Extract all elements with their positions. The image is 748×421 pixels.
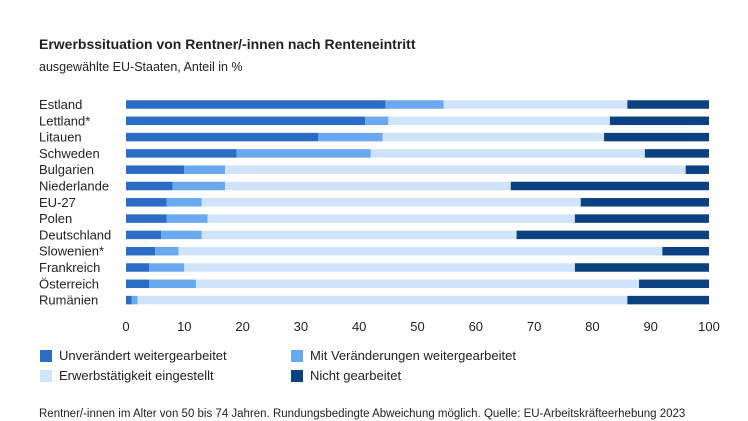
legend-label-unveraendert: Unverändert weitergearbeitet xyxy=(59,348,227,363)
bar-segment-polen-2 xyxy=(166,214,208,223)
bar-segment-estland-1 xyxy=(126,100,386,109)
legend-item-nicht-gearbeitet: Nicht gearbeitet xyxy=(291,368,401,383)
bar-segment-deutschland-2 xyxy=(160,230,202,240)
bar-segment-eu-27-2 xyxy=(166,198,202,207)
bar-segment-bulgarien-4 xyxy=(685,165,709,174)
bar-segment-estland-4 xyxy=(627,100,709,109)
chart-footnote: Rentner/-innen im Alter von 50 bis 74 Ja… xyxy=(39,408,686,420)
legend-swatch-eingestellt xyxy=(40,369,52,382)
bar-segment-niederlande-3 xyxy=(225,181,511,191)
bar-segment-lettland-2 xyxy=(365,116,389,126)
bar-segment-bulgarien-2 xyxy=(184,165,226,174)
x-tick-label-0: 0 xyxy=(122,319,129,334)
bar-segment-österreich-4 xyxy=(639,279,709,289)
x-tick-label-70: 70 xyxy=(527,319,541,334)
bar-segment-rumänien-3 xyxy=(137,295,628,305)
bar-segment-frankreich-1 xyxy=(126,263,150,272)
bar-segment-slowenien-4 xyxy=(662,246,709,256)
category-label-niederlande: Niederlande xyxy=(39,179,109,194)
bar-segment-litauen-1 xyxy=(126,132,319,142)
category-label-österreich: Österreich xyxy=(39,276,99,291)
bar-segment-slowenien-2 xyxy=(155,246,179,256)
bar-segment-lettland-3 xyxy=(388,116,610,126)
bar-segment-rumänien-1 xyxy=(126,295,132,305)
category-label-rumänien: Rumänien xyxy=(39,293,98,308)
bar-segment-österreich-1 xyxy=(126,279,150,289)
bar-segment-niederlande-2 xyxy=(172,181,226,191)
bar-segment-schweden-2 xyxy=(236,149,371,158)
x-tick-label-80: 80 xyxy=(585,319,599,334)
bar-segment-bulgarien-1 xyxy=(126,165,185,174)
x-tick-label-30: 30 xyxy=(294,319,308,334)
bar-segment-estland-2 xyxy=(385,100,444,109)
legend-swatch-unveraendert xyxy=(40,349,52,362)
legend-swatch-nicht-gearbeitet xyxy=(291,369,303,382)
category-label-slowenien: Slowenien* xyxy=(39,244,104,259)
legend-item-mit-veraenderungen: Mit Veränderungen weitergearbeitet xyxy=(291,348,516,363)
bar-segment-niederlande-4 xyxy=(510,181,709,191)
bar-segment-eu-27-1 xyxy=(126,198,167,207)
category-label-schweden: Schweden xyxy=(39,146,100,161)
bar-segment-schweden-4 xyxy=(644,149,709,158)
category-label-eu-27: EU-27 xyxy=(39,195,76,210)
bar-segment-schweden-1 xyxy=(126,149,237,158)
bar-segment-polen-1 xyxy=(126,214,167,223)
bar-segment-slowenien-1 xyxy=(126,246,156,256)
bar-segment-polen-3 xyxy=(207,214,575,223)
legend-label-eingestellt: Erwerbstätigkeit eingestellt xyxy=(59,368,214,383)
bar-segment-polen-4 xyxy=(574,214,709,223)
x-tick-label-60: 60 xyxy=(469,319,483,334)
category-label-estland: Estland xyxy=(39,97,82,112)
bar-segment-rumänien-2 xyxy=(131,295,138,305)
bar-segment-deutschland-3 xyxy=(201,230,517,240)
x-tick-label-90: 90 xyxy=(643,319,657,334)
bar-segment-österreich-2 xyxy=(149,279,196,289)
category-label-polen: Polen xyxy=(39,211,72,226)
bar-segment-litauen-3 xyxy=(382,132,605,142)
bar-segment-estland-3 xyxy=(443,100,628,109)
bar-segment-eu-27-4 xyxy=(580,198,709,207)
category-label-litauen: Litauen xyxy=(39,130,82,145)
bar-segment-schweden-3 xyxy=(370,149,645,158)
category-label-bulgarien: Bulgarien xyxy=(39,162,94,177)
bar-segment-litauen-4 xyxy=(604,132,709,142)
bar-segment-lettland-4 xyxy=(609,116,709,126)
legend-label-nicht-gearbeitet: Nicht gearbeitet xyxy=(310,368,402,383)
legend-item-unveraendert: Unverändert weitergearbeitet xyxy=(40,348,227,363)
bar-segment-frankreich-4 xyxy=(574,263,709,272)
bar-segment-österreich-3 xyxy=(195,279,640,289)
bar-segment-lettland-1 xyxy=(126,116,366,126)
bar-segment-slowenien-3 xyxy=(178,246,663,256)
bar-segment-eu-27-3 xyxy=(201,198,581,207)
legend-swatch-mit-veraenderungen xyxy=(291,349,303,362)
legend-item-eingestellt: Erwerbstätigkeit eingestellt xyxy=(40,368,214,383)
x-tick-label-10: 10 xyxy=(177,319,191,334)
legend-label-mit-veraenderungen: Mit Veränderungen weitergearbeitet xyxy=(310,348,516,363)
x-tick-label-100: 100 xyxy=(698,319,720,334)
bar-segment-rumänien-4 xyxy=(627,295,709,305)
bar-segment-litauen-2 xyxy=(318,132,383,142)
category-label-lettland: Lettland* xyxy=(39,113,90,128)
category-label-frankreich: Frankreich xyxy=(39,260,100,275)
chart-subtitle: ausgewählte EU-Staaten, Anteil in % xyxy=(39,60,243,74)
bar-segment-deutschland-4 xyxy=(516,230,709,240)
x-tick-label-40: 40 xyxy=(352,319,366,334)
bar-segment-frankreich-3 xyxy=(184,263,575,272)
bar-segment-bulgarien-3 xyxy=(225,165,686,174)
category-label-deutschland: Deutschland xyxy=(39,227,111,242)
bar-segment-niederlande-1 xyxy=(126,181,173,191)
bar-segment-frankreich-2 xyxy=(149,263,185,272)
bar-segment-deutschland-1 xyxy=(126,230,161,240)
x-tick-label-50: 50 xyxy=(410,319,424,334)
x-tick-label-20: 20 xyxy=(235,319,249,334)
chart-title: Erwerbssituation von Rentner/-innen nach… xyxy=(39,36,416,52)
